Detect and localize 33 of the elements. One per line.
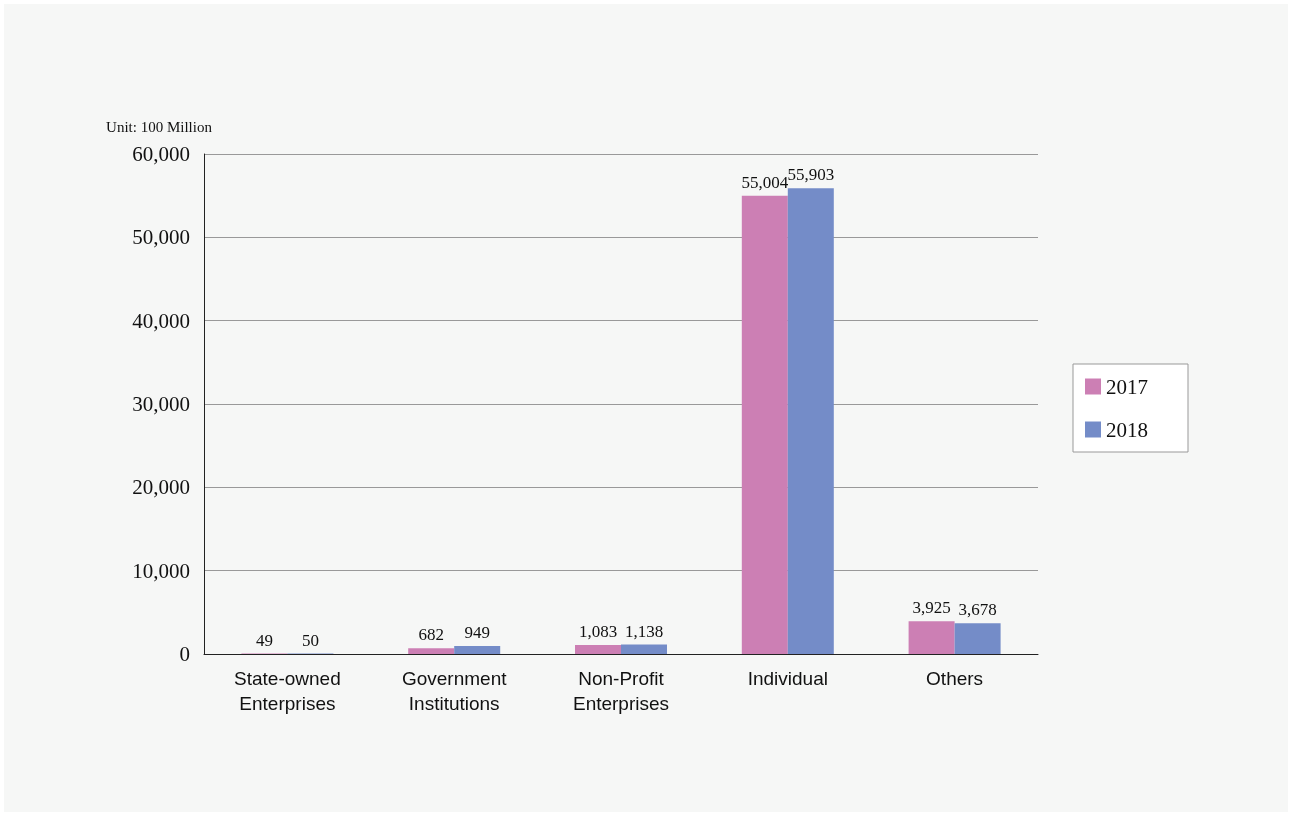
bar [575,644,621,654]
legend-label: 2017 [1106,374,1148,399]
legend-label: 2018 [1106,417,1148,442]
data-label: 55,004 [741,172,789,192]
bar [621,644,667,654]
y-tick-label: 20,000 [132,475,190,500]
y-tick-label: 30,000 [132,392,190,416]
data-label: 55,903 [787,165,835,185]
x-tick-label: Government Institutions [401,668,508,714]
data-label: 682 [418,625,444,645]
data-label: 49 [255,630,273,650]
y-tick-label: 0 [179,642,190,666]
x-tick-label: State-owned Enterprises [234,668,341,714]
bar [908,621,955,654]
y-tick-label: 60,000 [132,142,190,166]
bar [954,623,1001,654]
x-tick-label: Individual [747,668,828,689]
y-axis-title: Unit: 100 Million [106,118,213,135]
data-label: 1,138 [624,621,664,641]
x-tick-label: Others [926,668,984,689]
data-label: 50 [301,630,319,650]
bar [408,648,455,654]
data-label: 949 [464,623,490,643]
x-tick-label: Non-Profit Enterprises [572,668,670,714]
data-label: 3,678 [958,600,997,620]
bar [741,195,788,654]
bar [787,188,834,654]
data-label: 1,083 [578,621,618,641]
bar [454,646,501,654]
data-label: 3,925 [912,598,951,618]
y-tick-label: 10,000 [132,558,190,583]
y-tick-label: 40,000 [132,308,190,333]
y-tick-label: 50,000 [132,225,190,250]
